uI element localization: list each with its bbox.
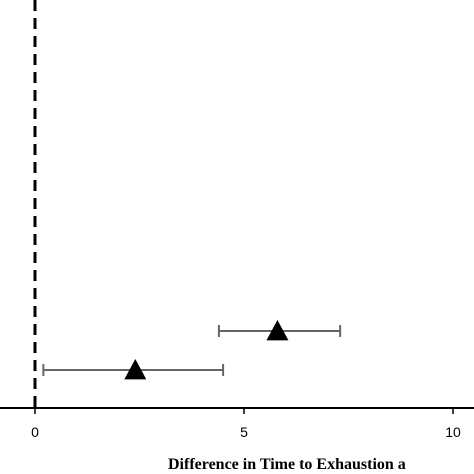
x-tick-label: 10 [445,424,461,440]
data-point-triangle [124,359,147,380]
plot-area: 05101520* [0,0,474,440]
x-tick-label: 0 [31,424,39,440]
x-axis-title: Difference in Time to Exhaustion a [168,456,406,473]
x-tick-label: 5 [240,424,248,440]
data-point-triangle [266,320,289,341]
